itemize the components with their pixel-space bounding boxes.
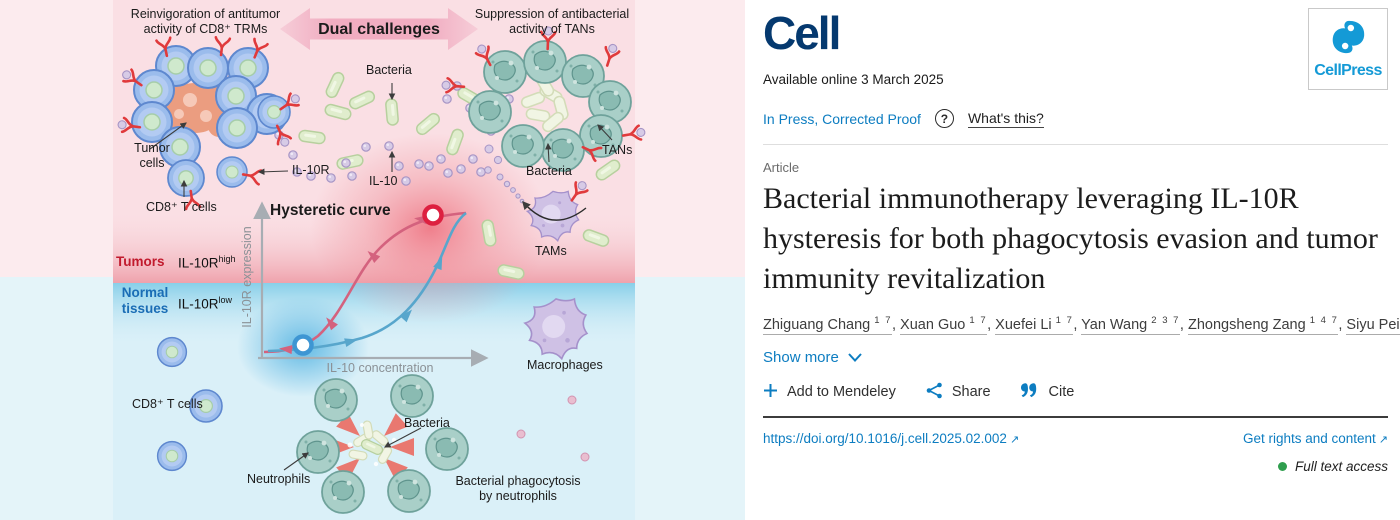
chart-title: Hysteretic curve — [270, 202, 391, 219]
cellpress-logo[interactable]: CellPress — [1308, 8, 1388, 90]
label-bacteria-top: Bacteria — [366, 63, 412, 77]
label-tumor-cells: Tumor cells — [134, 141, 170, 171]
in-press-status-link[interactable]: In Press, Corrected Proof — [763, 110, 921, 127]
access-status: Full text access — [763, 459, 1388, 474]
show-more-button[interactable]: Show more — [763, 349, 862, 366]
tam-cell — [522, 178, 590, 242]
author[interactable]: Zhiguang Chang 1 7, — [763, 314, 901, 335]
plus-icon — [763, 383, 778, 402]
label-bacteria-bottom: Bacteria — [404, 416, 450, 430]
label-macrophages: Macrophages — [527, 358, 603, 372]
label-phagocytosis: Bacterial phagocytosis by neutrophils — [455, 474, 581, 504]
cell-journal-logo[interactable]: Cell — [763, 7, 841, 59]
action-bar: Add to Mendeley Share Cite — [763, 382, 1388, 403]
label-neutrophils: Neutrophils — [247, 472, 311, 486]
hysteresis-chart — [253, 201, 489, 367]
chart-y-axis-label: IL-10R expression — [240, 226, 254, 328]
zone-normal-marker: IL-10Rlow — [178, 295, 233, 312]
label-cd8-t-cells-bottom: CD8⁺ T cells — [132, 397, 203, 411]
chevron-down-icon — [848, 349, 862, 366]
divider-dark — [763, 415, 1388, 418]
external-link-icon: ↗ — [1009, 433, 1020, 446]
whats-this-link[interactable]: What's this? — [967, 109, 1044, 128]
cite-button[interactable]: Cite — [1020, 382, 1074, 402]
author[interactable]: Yan Wang 2 3 7, — [1081, 314, 1188, 335]
label-bacteria-right: Bacteria — [526, 164, 572, 178]
share-icon — [926, 382, 943, 403]
external-link-icon: ↗ — [1378, 433, 1388, 446]
help-icon[interactable]: ? — [934, 109, 954, 128]
share-button[interactable]: Share — [926, 382, 991, 403]
author[interactable]: Xuan Guo 1 7, — [900, 314, 996, 335]
cellpress-wordmark: CellPress — [1314, 62, 1382, 79]
article-panel: Cell Available online 3 March 2025 In Pr… — [745, 0, 1400, 520]
dual-challenges-banner: Dual challenges — [318, 21, 440, 38]
label-il10r: IL-10R — [292, 163, 330, 177]
zone-tumors-marker: IL-10Rhigh — [178, 254, 236, 271]
author-list: Zhiguang Chang 1 7, Xuan Guo 1 7, Xuefei… — [763, 312, 1400, 340]
chart-x-axis-label: IL-10 concentration — [326, 361, 434, 375]
get-rights-link[interactable]: Get rights and content ↗ — [1242, 430, 1388, 446]
cite-quote-icon — [1020, 382, 1040, 402]
available-online-date: Available online 3 March 2025 — [763, 72, 944, 87]
article-title: Bacterial immunotherapy leveraging IL-10… — [763, 182, 1378, 295]
label-il10: IL-10 — [369, 174, 398, 188]
label-tans: TANs — [602, 143, 633, 157]
author[interactable]: Siyu Pei 2, — [1346, 316, 1400, 335]
author[interactable]: Zhongsheng Zang 1 4 7, — [1187, 314, 1347, 335]
divider-light — [763, 144, 1388, 145]
author[interactable]: Xuefei Li 1 7, — [995, 314, 1082, 335]
open-access-dot-icon — [1277, 461, 1287, 471]
label-tams: TAMs — [535, 244, 567, 258]
tumor-state-marker — [422, 204, 444, 226]
label-cd8-t-cells: CD8⁺ T cells — [146, 200, 217, 214]
zone-normal-label: Normal tissues — [121, 285, 169, 316]
caption-left: Reinvigoration of antitumor activity of C… — [130, 7, 281, 37]
doi-link[interactable]: https://doi.org/10.1016/j.cell.2025.02.0… — [763, 430, 1020, 446]
graphical-abstract[interactable]: Reinvigoration of antitumor activity of C… — [0, 0, 745, 520]
caption-right: Suppression of antibacterial activity of … — [474, 7, 630, 37]
cellpress-icon — [1329, 18, 1367, 61]
graphical-abstract-art — [0, 0, 745, 520]
normal-state-marker — [292, 334, 314, 356]
article-type-label: Article — [763, 160, 800, 175]
zone-tumors-label: Tumors — [116, 254, 165, 269]
add-to-mendeley-button[interactable]: Add to Mendeley — [763, 383, 896, 402]
